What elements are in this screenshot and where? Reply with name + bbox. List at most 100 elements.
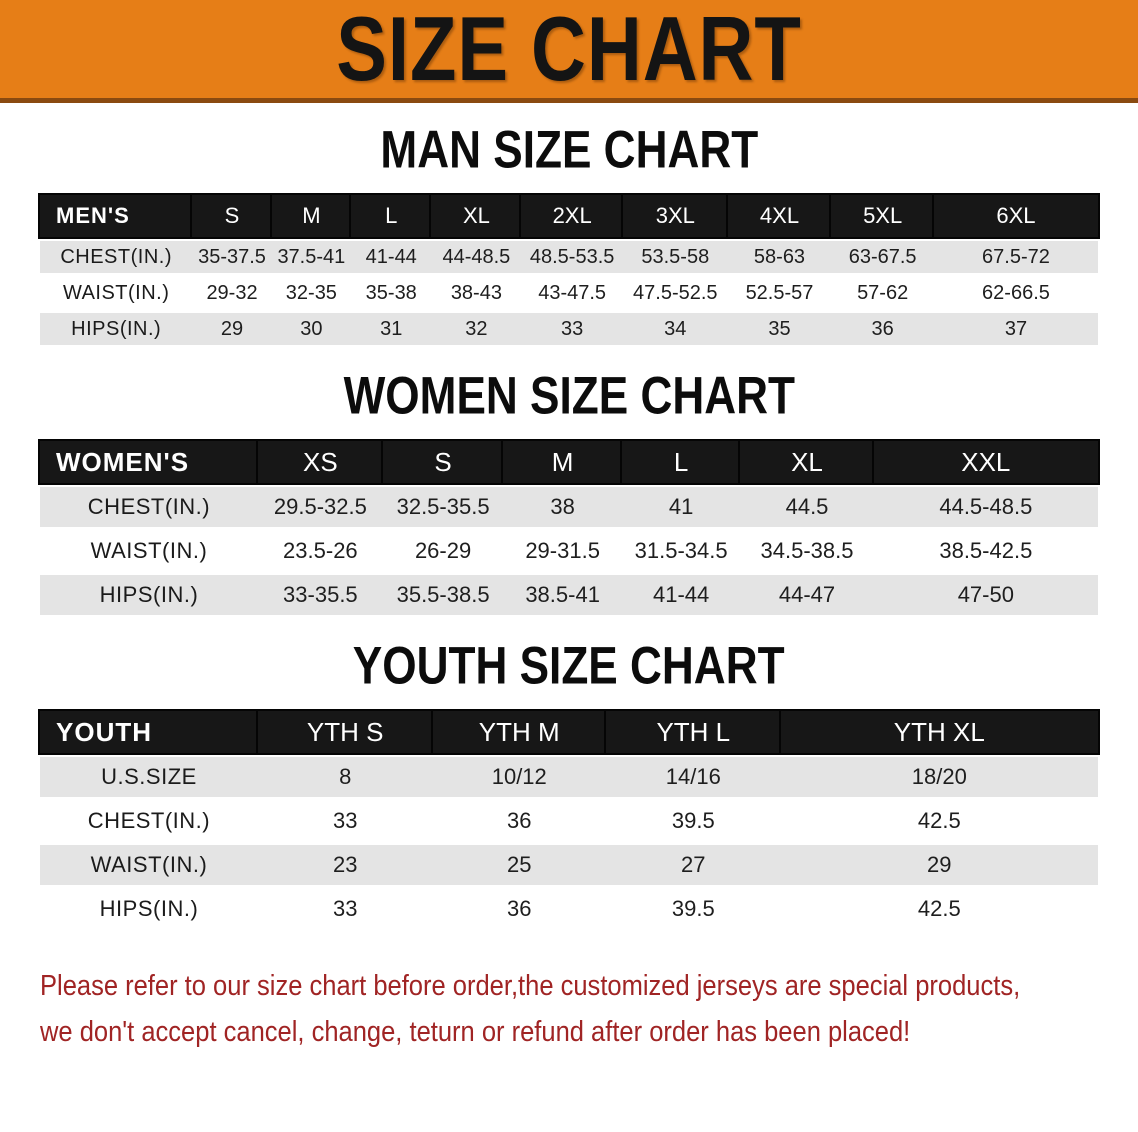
measurement-label: CHEST(IN.) bbox=[40, 801, 258, 841]
banner: SIZE CHART bbox=[0, 0, 1138, 103]
women-size-table: WOMEN'S XS S M L XL XXL CHEST(IN.) 29.5-32.5 32.5… bbox=[40, 437, 1098, 619]
measurement-value: 62-66.5 bbox=[933, 277, 1098, 309]
table-title-cell: MEN'S bbox=[40, 195, 193, 237]
size-column-header: YTH M bbox=[432, 711, 606, 753]
measurement-value: 37 bbox=[933, 313, 1098, 345]
size-column-header: M bbox=[503, 441, 622, 483]
measurement-value: 42.5 bbox=[780, 801, 1098, 841]
measurement-value: 41-44 bbox=[351, 241, 432, 273]
measurement-value: 14/16 bbox=[606, 757, 781, 797]
measurement-value: 37.5-41 bbox=[271, 241, 352, 273]
measurement-label: HIPS(IN.) bbox=[40, 889, 258, 929]
measurement-value: 57-62 bbox=[831, 277, 934, 309]
measurement-value: 44-47 bbox=[740, 575, 874, 615]
section-men: MAN SIZE CHART MEN'S S M L XL 2XL 3XL 4XL 5XL 6XL… bbox=[0, 121, 1138, 349]
size-column-header: S bbox=[192, 195, 272, 237]
size-column-header: M bbox=[271, 195, 352, 237]
measurement-value: 35.5-38.5 bbox=[382, 575, 504, 615]
size-column-header: 4XL bbox=[727, 195, 832, 237]
measurement-value: 23.5-26 bbox=[257, 531, 383, 571]
measurement-row: HIPS(IN.) 29 30 31 32 33 34 35 36 37 bbox=[40, 313, 1098, 345]
measurement-value: 23 bbox=[257, 845, 433, 885]
men-section-heading-text: MAN SIZE CHART bbox=[380, 121, 758, 180]
women-section-heading-text: WOMEN SIZE CHART bbox=[343, 367, 795, 426]
measurement-value: 53.5-58 bbox=[622, 241, 728, 273]
size-column-header: 2XL bbox=[521, 195, 623, 237]
measurement-value: 31 bbox=[351, 313, 432, 345]
table-header-row: YOUTH YTH S YTH M YTH L YTH XL bbox=[40, 711, 1098, 753]
measurement-value: 41-44 bbox=[621, 575, 741, 615]
size-column-header: L bbox=[621, 441, 741, 483]
women-section-heading: WOMEN SIZE CHART bbox=[0, 367, 1138, 426]
measurement-value: 33 bbox=[521, 313, 623, 345]
measurement-value: 67.5-72 bbox=[933, 241, 1098, 273]
measurement-value: 36 bbox=[831, 313, 934, 345]
measurement-value: 39.5 bbox=[606, 889, 781, 929]
measurement-row: U.S.SIZE 8 10/12 14/16 18/20 bbox=[40, 757, 1098, 797]
table-title-cell: WOMEN'S bbox=[40, 441, 258, 483]
measurement-value: 44-48.5 bbox=[431, 241, 522, 273]
banner-title: SIZE CHART bbox=[336, 0, 802, 100]
measurement-label: U.S.SIZE bbox=[40, 757, 258, 797]
measurement-value: 63-67.5 bbox=[831, 241, 934, 273]
measurement-value: 34 bbox=[622, 313, 728, 345]
youth-section-heading-text: YOUTH SIZE CHART bbox=[353, 637, 785, 696]
measurement-row: HIPS(IN.) 33-35.5 35.5-38.5 38.5-41 41-44 44-… bbox=[40, 575, 1098, 615]
measurement-value: 29.5-32.5 bbox=[257, 487, 383, 527]
measurement-value: 35-38 bbox=[351, 277, 432, 309]
measurement-label: HIPS(IN.) bbox=[40, 313, 193, 345]
table-title-cell: YOUTH bbox=[40, 711, 258, 753]
measurement-row: HIPS(IN.) 33 36 39.5 42.5 bbox=[40, 889, 1098, 929]
measurement-value: 35-37.5 bbox=[192, 241, 272, 273]
measurement-value: 33 bbox=[257, 801, 433, 841]
disclaimer-line-1: Please refer to our size chart before or… bbox=[40, 970, 1021, 1002]
measurement-value: 29 bbox=[780, 845, 1098, 885]
measurement-value: 47-50 bbox=[873, 575, 1098, 615]
measurement-value: 8 bbox=[257, 757, 433, 797]
disclaimer-text: Please refer to our size chart before or… bbox=[40, 963, 1138, 1056]
size-column-header: XL bbox=[431, 195, 522, 237]
measurement-value: 10/12 bbox=[432, 757, 606, 797]
measurement-row: CHEST(IN.) 35-37.5 37.5-41 41-44 44-48.5 48.5… bbox=[40, 241, 1098, 273]
measurement-value: 29-32 bbox=[192, 277, 272, 309]
measurement-value: 36 bbox=[432, 801, 606, 841]
measurement-value: 32 bbox=[431, 313, 522, 345]
section-women: WOMEN SIZE CHART WOMEN'S XS S M L XL XXL CHEST(… bbox=[0, 367, 1138, 619]
measurement-value: 44.5-48.5 bbox=[873, 487, 1098, 527]
measurement-value: 38-43 bbox=[431, 277, 522, 309]
disclaimer-line-2: we don't accept cancel, change, teturn o… bbox=[40, 1016, 911, 1049]
measurement-label: CHEST(IN.) bbox=[40, 241, 193, 273]
measurement-value: 29-31.5 bbox=[503, 531, 622, 571]
measurement-value: 33-35.5 bbox=[257, 575, 383, 615]
measurement-value: 32-35 bbox=[271, 277, 352, 309]
measurement-label: WAIST(IN.) bbox=[40, 277, 193, 309]
size-column-header: L bbox=[351, 195, 432, 237]
measurement-value: 33 bbox=[257, 889, 433, 929]
table-header-row: WOMEN'S XS S M L XL XXL bbox=[40, 441, 1098, 483]
measurement-value: 26-29 bbox=[382, 531, 504, 571]
size-column-header: 5XL bbox=[831, 195, 934, 237]
measurement-value: 38.5-42.5 bbox=[873, 531, 1098, 571]
measurement-value: 47.5-52.5 bbox=[622, 277, 728, 309]
size-column-header: XS bbox=[257, 441, 383, 483]
measurement-row: CHEST(IN.) 29.5-32.5 32.5-35.5 38 41 44.5 44.5… bbox=[40, 487, 1098, 527]
measurement-value: 41 bbox=[621, 487, 741, 527]
size-column-header: XXL bbox=[873, 441, 1098, 483]
measurement-value: 36 bbox=[432, 889, 606, 929]
measurement-value: 34.5-38.5 bbox=[740, 531, 874, 571]
measurement-value: 44.5 bbox=[740, 487, 874, 527]
measurement-row: WAIST(IN.) 23.5-26 26-29 29-31.5 31.5-34.5 34… bbox=[40, 531, 1098, 571]
measurement-value: 31.5-34.5 bbox=[621, 531, 741, 571]
measurement-label: WAIST(IN.) bbox=[40, 845, 258, 885]
measurement-value: 38 bbox=[503, 487, 622, 527]
youth-size-table: YOUTH YTH S YTH M YTH L YTH XL U.S.SIZE 8 10/12… bbox=[40, 707, 1098, 933]
size-column-header: S bbox=[382, 441, 504, 483]
measurement-row: WAIST(IN.) 23 25 27 29 bbox=[40, 845, 1098, 885]
measurement-label: WAIST(IN.) bbox=[40, 531, 258, 571]
measurement-value: 32.5-35.5 bbox=[382, 487, 504, 527]
measurement-value: 43-47.5 bbox=[521, 277, 623, 309]
measurement-value: 30 bbox=[271, 313, 352, 345]
men-section-heading: MAN SIZE CHART bbox=[0, 121, 1138, 180]
measurement-value: 38.5-41 bbox=[503, 575, 622, 615]
